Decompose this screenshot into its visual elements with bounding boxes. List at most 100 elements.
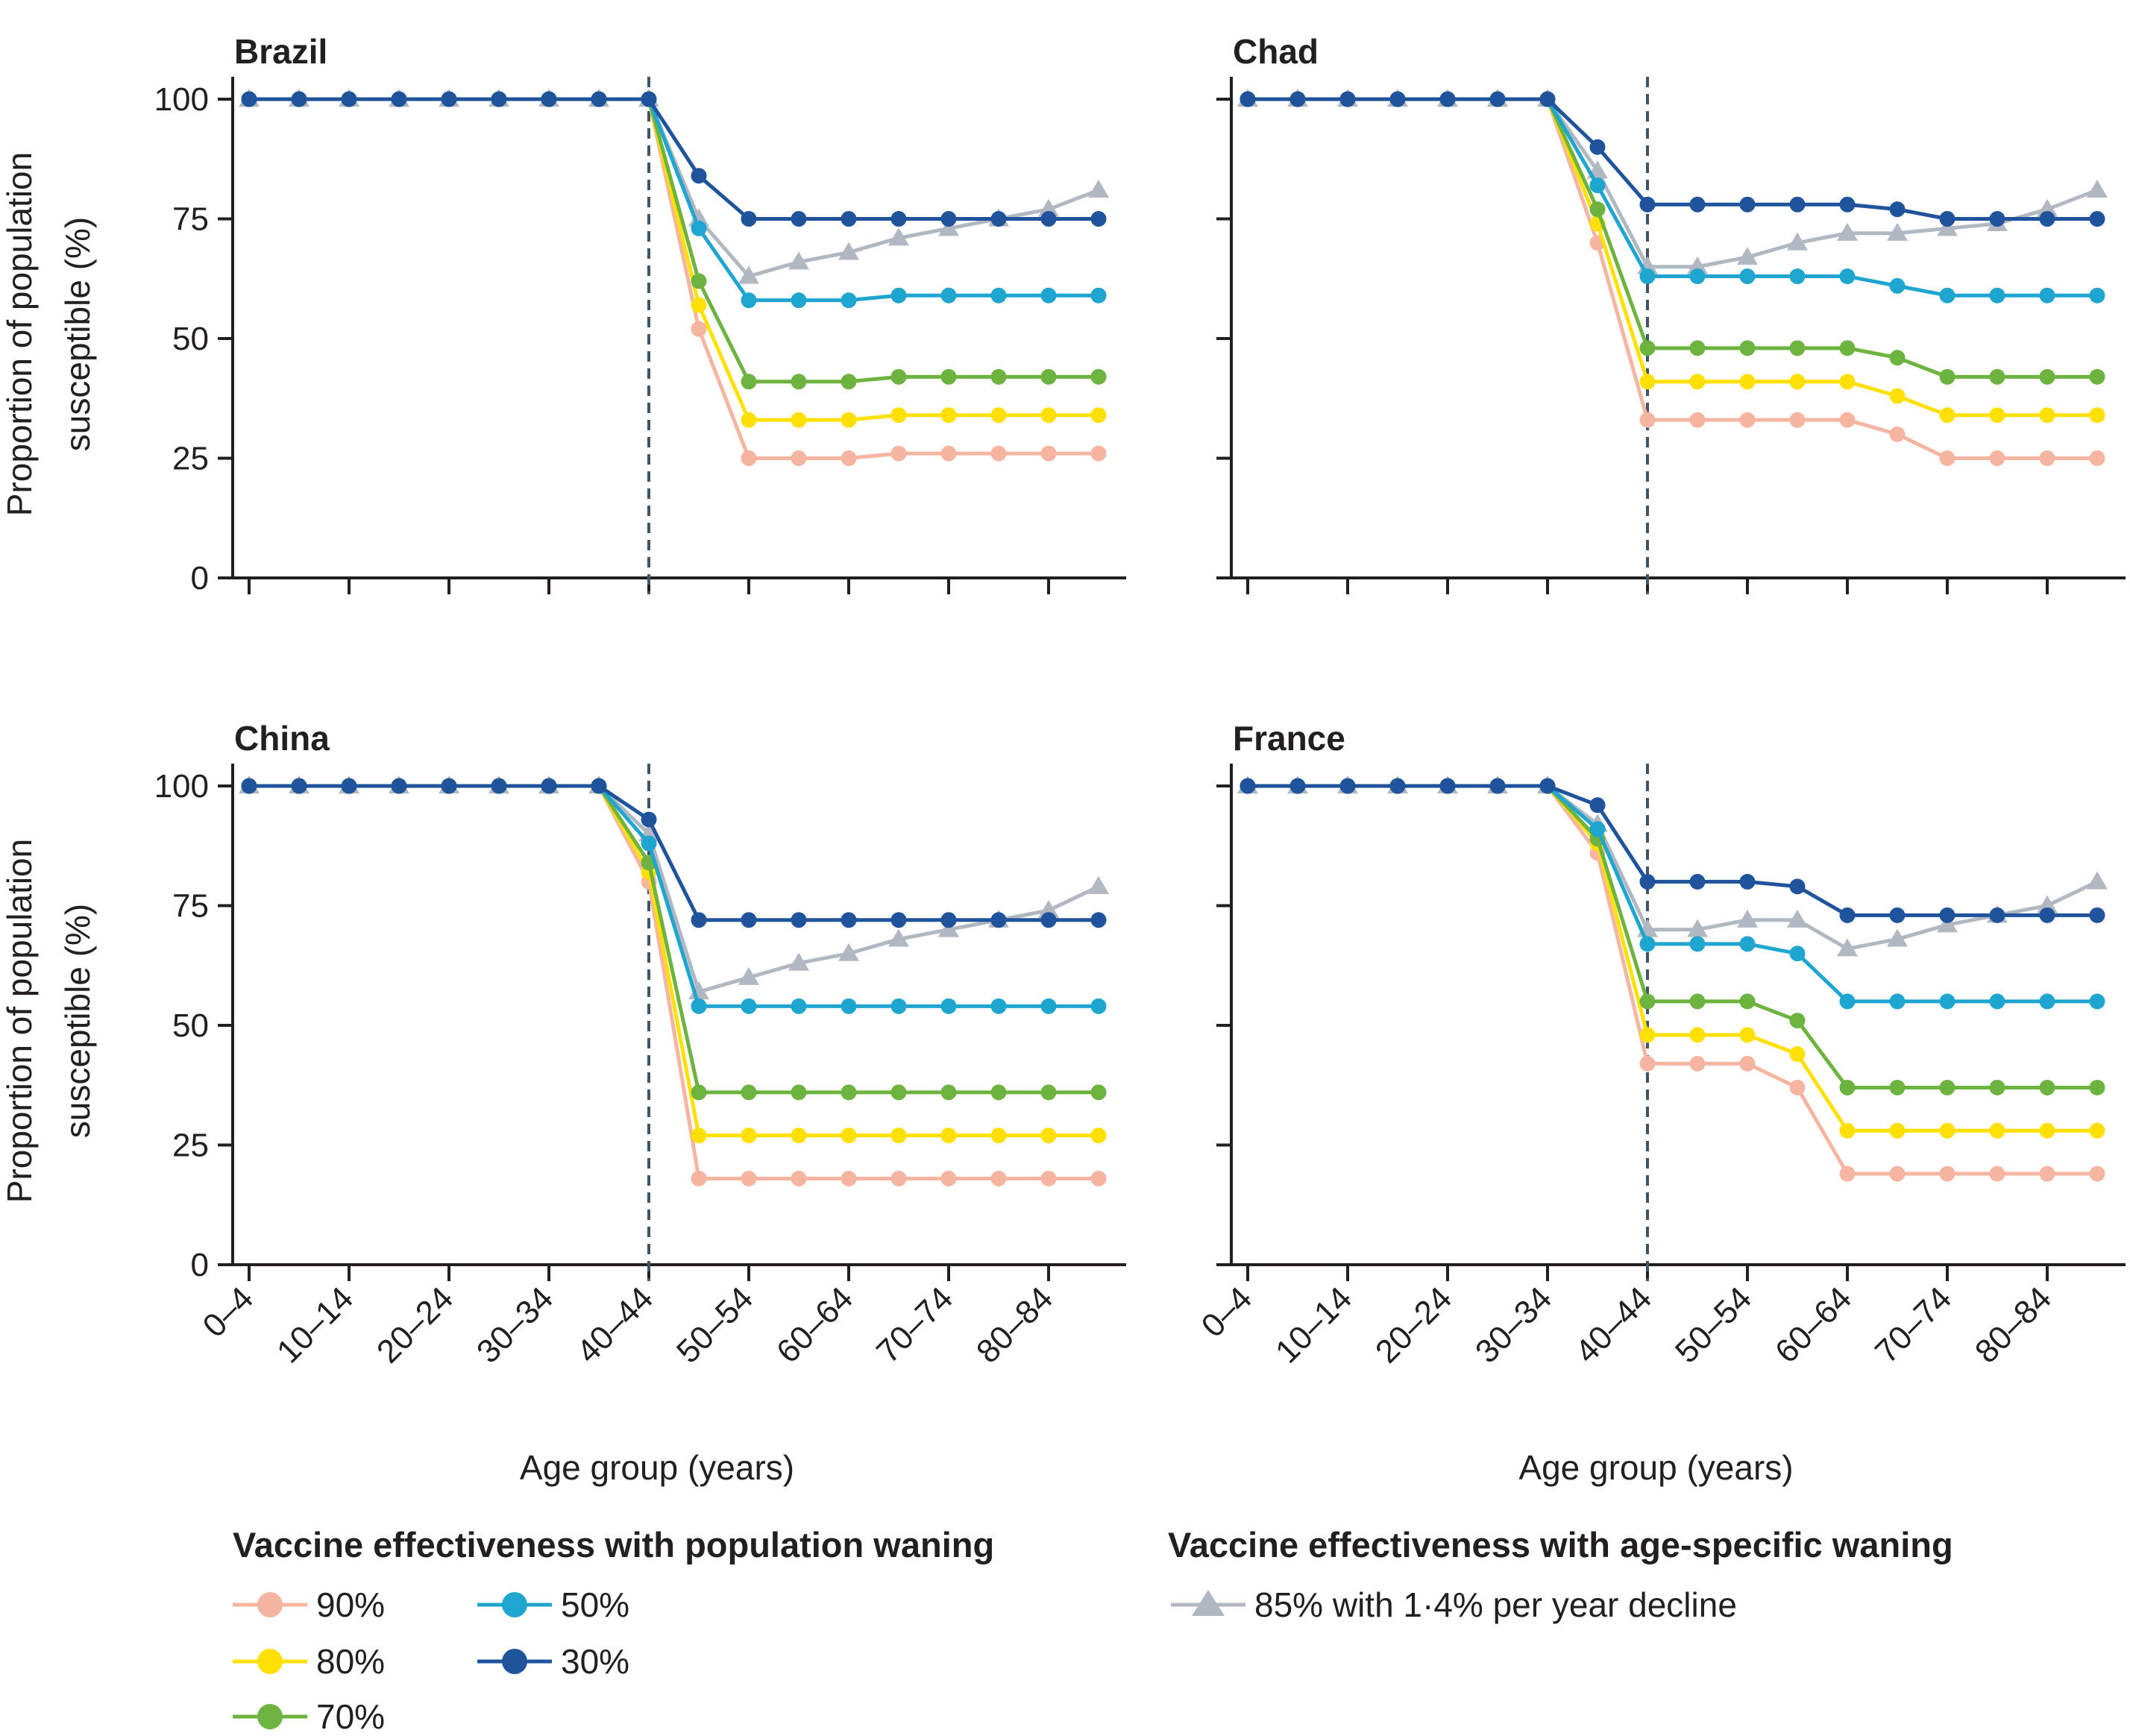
series-line	[249, 784, 1099, 1138]
data-point	[1090, 912, 1107, 928]
data-point	[741, 998, 757, 1014]
series-50	[1240, 778, 2105, 1010]
legend-title-age-specific: Vaccine effectiveness with age-specific …	[1168, 1525, 1953, 1564]
data-point	[1539, 91, 1556, 107]
series-line	[249, 784, 1099, 922]
data-point	[2039, 368, 2055, 385]
data-point	[1689, 412, 1706, 428]
series-line	[249, 784, 1100, 994]
data-point	[1839, 1079, 1856, 1095]
data-point	[1739, 1027, 1756, 1043]
data-point	[1839, 412, 1856, 428]
data-point	[788, 251, 809, 270]
data-point	[1240, 91, 1256, 107]
x-tick-label: 70–74	[1868, 1280, 1958, 1370]
data-point	[741, 292, 757, 309]
data-point	[841, 1128, 857, 1144]
data-point	[2039, 907, 2055, 923]
data-point	[1837, 222, 1858, 241]
data-point	[1889, 1079, 1906, 1095]
data-point	[1589, 177, 1606, 194]
data-point	[2039, 407, 2055, 424]
data-point	[1689, 936, 1706, 952]
data-point	[890, 407, 907, 424]
series-line	[249, 97, 1099, 460]
data-point	[341, 778, 357, 794]
data-point	[841, 211, 857, 227]
data-point	[691, 912, 707, 928]
x-tick-label: 50–54	[1668, 1280, 1759, 1370]
panel-title: China	[234, 719, 330, 758]
data-point	[1040, 287, 1057, 304]
data-point	[841, 374, 857, 390]
series-30	[1240, 778, 2105, 923]
data-point	[1789, 196, 1806, 213]
data-point	[1090, 211, 1107, 227]
data-point	[1739, 412, 1756, 428]
data-point	[691, 168, 707, 184]
data-point	[1639, 268, 1656, 285]
legend-label: 50%	[561, 1585, 629, 1624]
series-line	[1248, 784, 2097, 1133]
data-point	[641, 811, 657, 828]
data-point	[691, 1128, 707, 1144]
data-point	[1939, 211, 1955, 227]
data-point	[1839, 993, 1856, 1010]
data-point	[1739, 993, 1756, 1010]
data-point	[1739, 873, 1756, 890]
data-point	[1889, 277, 1906, 294]
data-point	[1939, 368, 1955, 385]
x-tick-label: 10–14	[270, 1280, 360, 1370]
legend-label: 70%	[316, 1697, 385, 1736]
data-point	[1088, 179, 1109, 198]
y-tick-label: 0	[191, 560, 209, 597]
data-point	[1739, 196, 1756, 213]
data-point	[441, 91, 457, 107]
data-point	[1339, 778, 1356, 794]
data-point	[341, 91, 357, 107]
data-point	[2089, 993, 2105, 1010]
data-point	[2089, 407, 2105, 424]
data-point	[940, 912, 957, 928]
data-point	[491, 778, 507, 794]
data-point	[1889, 426, 1906, 442]
data-point	[2039, 993, 2055, 1010]
series-70	[1240, 91, 2105, 385]
data-point	[838, 943, 859, 961]
legend-item-80: 80%	[233, 1642, 385, 1681]
x-axis-label: Age group (years)	[1518, 1448, 1793, 1487]
data-point	[2089, 211, 2105, 227]
data-point	[691, 1084, 707, 1101]
series-line	[1248, 97, 2097, 418]
data-point	[2039, 1122, 2055, 1139]
legend-label: 80%	[316, 1642, 385, 1681]
data-point	[1939, 1166, 1955, 1182]
data-point	[940, 368, 957, 385]
data-point	[1889, 1122, 1906, 1139]
data-point	[2089, 907, 2105, 923]
data-point	[1839, 374, 1856, 390]
data-point	[1789, 946, 1806, 962]
data-point	[1889, 201, 1906, 218]
legend-item-85-with-1-4-per-year-decline: 85% with 1·4% per year decline	[1171, 1585, 1737, 1624]
data-point	[1739, 340, 1756, 356]
panel-chad: Chad	[1216, 32, 2126, 594]
data-point	[741, 450, 757, 466]
data-point	[841, 912, 857, 928]
data-point	[691, 273, 707, 289]
data-point	[1939, 407, 1955, 424]
data-point	[1939, 450, 1955, 466]
series-line	[1248, 784, 2097, 1089]
data-point	[688, 208, 709, 227]
series-line	[249, 97, 1099, 384]
data-point	[2089, 1122, 2105, 1139]
data-point	[1789, 268, 1806, 285]
data-point	[591, 91, 607, 107]
series-70	[1240, 778, 2105, 1095]
series-line	[1248, 784, 2097, 1004]
data-point	[691, 297, 707, 313]
data-point	[1489, 778, 1506, 794]
series-line	[249, 784, 1099, 1095]
data-point	[888, 227, 909, 246]
data-point	[791, 450, 807, 466]
